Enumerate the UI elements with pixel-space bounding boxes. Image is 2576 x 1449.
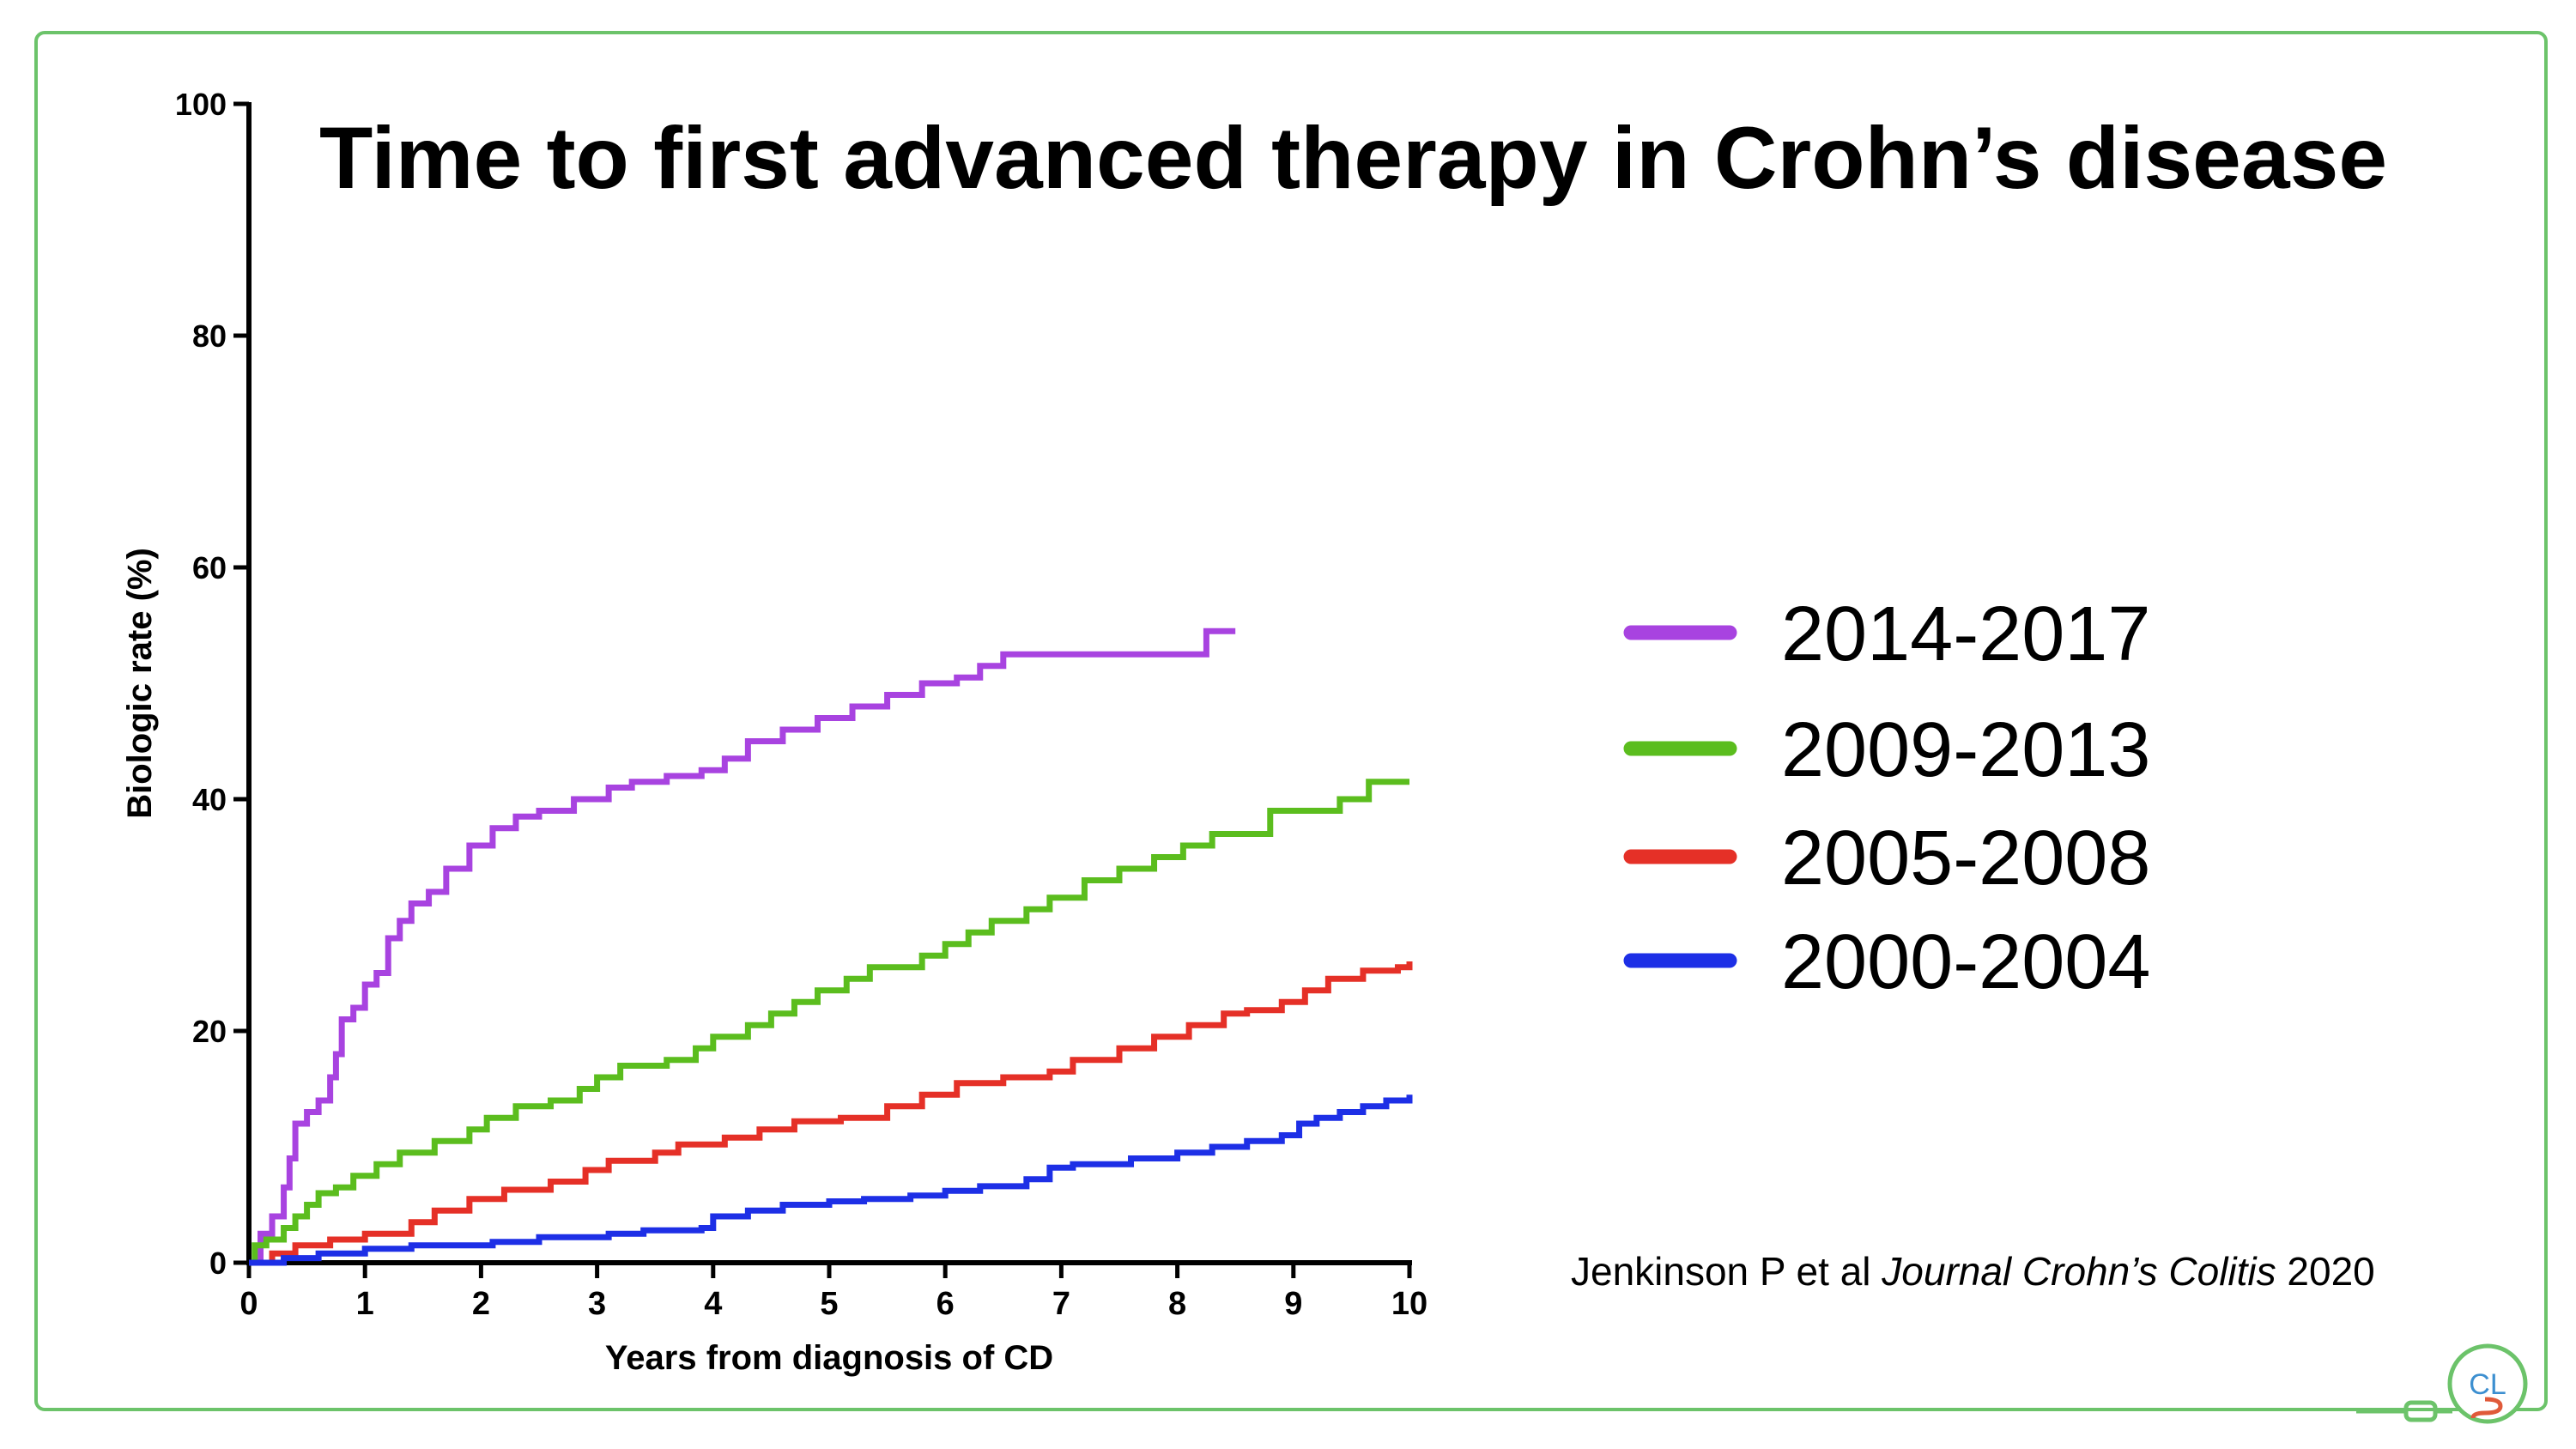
x-tick-label: 2: [472, 1286, 490, 1322]
citation-year: 2020: [2287, 1249, 2375, 1294]
y-tick-label: 60: [192, 550, 227, 585]
series-line-2014-2017: [249, 627, 1236, 1266]
citation-authors: Jenkinson P et al: [1571, 1249, 1871, 1294]
x-tick-label: 4: [704, 1286, 722, 1322]
x-tick-label: 10: [1391, 1286, 1427, 1322]
slide-title: Time to first advanced therapy in Crohn’…: [319, 109, 2388, 207]
legend-label-2000-2004: 2000-2004: [1781, 919, 2150, 1005]
series-line-2000-2004: [249, 1094, 1413, 1266]
x-tick-label: 9: [1284, 1286, 1302, 1322]
legend-label-2014-2017: 2014-2017: [1781, 591, 2150, 677]
citation: Jenkinson P et al Journal Crohn’s Coliti…: [1571, 1248, 2375, 1294]
y-tick-label: 40: [192, 782, 227, 817]
citation-journal: Journal Crohn’s Colitis: [1882, 1249, 2276, 1294]
x-tick-label: 7: [1052, 1286, 1070, 1322]
y-tick-label: 80: [192, 318, 227, 354]
x-axis-title: Years from diagnosis of CD: [605, 1339, 1053, 1377]
x-tick-label: 0: [239, 1286, 258, 1322]
x-tick-label: 1: [356, 1286, 374, 1322]
y-axis-title: Biologic rate (%): [121, 548, 159, 819]
x-tick-label: 8: [1168, 1286, 1186, 1322]
stethoscope-logo-icon: CL: [2356, 1343, 2528, 1424]
x-tick-label: 5: [820, 1286, 838, 1322]
x-tick-label: 6: [936, 1286, 955, 1322]
chart-axes: 0 20 40 60 80 100 0 1 2 3 4 5 6 7 8 9 10 Years from diagn…: [121, 87, 1427, 1377]
logo-text: CL: [2469, 1368, 2506, 1401]
slide-frame: [34, 31, 2548, 1411]
series-line-2005-2008: [249, 961, 1413, 1266]
legend-label-2009-2013: 2009-2013: [1781, 707, 2150, 793]
y-tick-label: 20: [192, 1014, 227, 1049]
y-tick-label: 100: [175, 87, 227, 122]
legend-label-2005-2008: 2005-2008: [1781, 815, 2150, 901]
chart-series: [249, 627, 1413, 1266]
chart-legend: 2014-2017 2009-2013 2005-2008 2000-2004: [1623, 591, 2150, 1005]
y-tick-label: 0: [209, 1246, 227, 1281]
x-tick-label: 3: [588, 1286, 606, 1322]
series-line-2009-2013: [249, 779, 1409, 1266]
